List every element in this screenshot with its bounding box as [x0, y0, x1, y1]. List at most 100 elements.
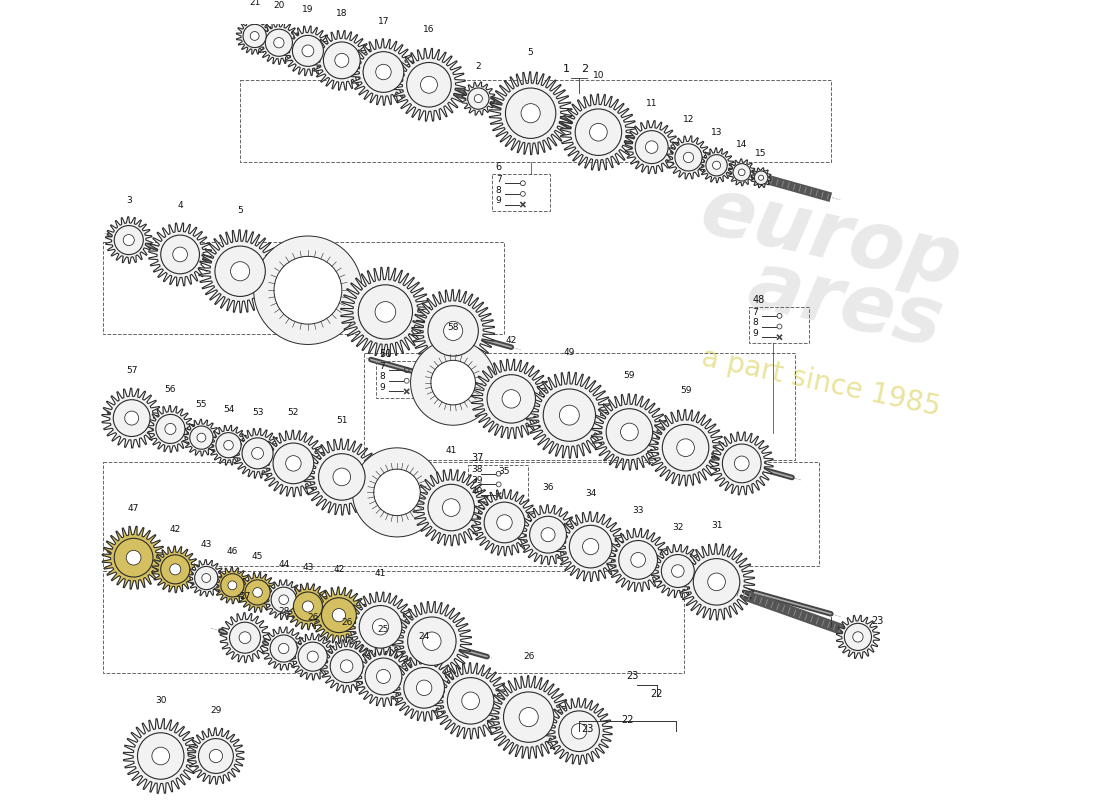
Circle shape — [273, 443, 314, 484]
Circle shape — [243, 24, 266, 47]
Polygon shape — [285, 583, 331, 630]
Circle shape — [209, 750, 222, 762]
Polygon shape — [147, 406, 194, 452]
Polygon shape — [432, 662, 508, 739]
Circle shape — [152, 747, 169, 765]
Polygon shape — [751, 168, 771, 188]
Circle shape — [197, 433, 206, 442]
Text: 11: 11 — [646, 99, 658, 108]
Circle shape — [114, 226, 143, 254]
Polygon shape — [183, 419, 220, 456]
Text: 33: 33 — [632, 506, 644, 515]
Circle shape — [417, 680, 432, 695]
Circle shape — [254, 236, 362, 345]
Polygon shape — [526, 372, 613, 458]
Text: 8: 8 — [752, 318, 758, 327]
Text: 32: 32 — [672, 523, 683, 532]
Circle shape — [323, 42, 360, 78]
Circle shape — [360, 606, 401, 648]
Circle shape — [497, 514, 513, 530]
Circle shape — [333, 468, 351, 486]
Text: 23: 23 — [871, 616, 884, 626]
Polygon shape — [546, 698, 613, 765]
Circle shape — [252, 447, 263, 459]
Circle shape — [845, 623, 871, 650]
Circle shape — [410, 340, 496, 426]
Text: 26: 26 — [341, 618, 352, 627]
Text: 22: 22 — [621, 715, 634, 725]
Circle shape — [201, 574, 211, 582]
Text: 50: 50 — [379, 349, 392, 359]
Circle shape — [462, 692, 480, 710]
Polygon shape — [220, 613, 270, 662]
Circle shape — [420, 76, 438, 94]
Circle shape — [374, 469, 420, 516]
Circle shape — [319, 454, 365, 500]
Text: 30: 30 — [155, 696, 166, 705]
Circle shape — [543, 389, 595, 442]
Text: 26: 26 — [307, 613, 318, 622]
Polygon shape — [560, 94, 637, 170]
Circle shape — [706, 154, 727, 176]
Circle shape — [422, 632, 441, 650]
Text: 27: 27 — [240, 592, 251, 601]
Polygon shape — [679, 544, 755, 620]
Polygon shape — [310, 587, 367, 643]
Bar — [102, 571, 683, 673]
Circle shape — [755, 171, 768, 185]
Polygon shape — [152, 546, 198, 593]
Circle shape — [404, 667, 444, 708]
Text: 2: 2 — [475, 62, 481, 71]
Text: 18: 18 — [337, 9, 348, 18]
Text: 34: 34 — [585, 489, 596, 498]
Circle shape — [365, 658, 402, 695]
Polygon shape — [148, 223, 211, 286]
Text: 8: 8 — [496, 186, 502, 194]
Circle shape — [278, 643, 289, 654]
Circle shape — [228, 581, 236, 590]
Circle shape — [173, 247, 187, 262]
Text: europ: europ — [693, 171, 968, 302]
Circle shape — [307, 651, 318, 662]
Bar — [376, 361, 436, 398]
Polygon shape — [711, 432, 773, 495]
Polygon shape — [651, 545, 704, 598]
Circle shape — [661, 554, 694, 587]
Polygon shape — [393, 48, 465, 121]
Circle shape — [274, 256, 342, 324]
Circle shape — [123, 234, 134, 246]
Circle shape — [195, 566, 218, 590]
Text: 54: 54 — [223, 406, 234, 414]
Polygon shape — [188, 560, 224, 597]
Polygon shape — [472, 490, 538, 556]
Circle shape — [286, 456, 301, 471]
Text: 46: 46 — [227, 547, 238, 556]
Circle shape — [570, 526, 612, 568]
Text: 59: 59 — [680, 386, 691, 395]
Circle shape — [583, 538, 598, 554]
Circle shape — [231, 262, 250, 281]
Text: 21: 21 — [249, 0, 261, 7]
Text: 36: 36 — [542, 483, 553, 492]
Text: a part since 1985: a part since 1985 — [700, 343, 943, 422]
Circle shape — [530, 516, 566, 553]
Text: 7: 7 — [496, 175, 502, 184]
Polygon shape — [592, 394, 668, 470]
Circle shape — [723, 444, 761, 482]
Circle shape — [294, 592, 322, 621]
Text: 1: 1 — [562, 63, 570, 74]
Circle shape — [156, 414, 185, 443]
Text: 23: 23 — [626, 671, 638, 682]
Text: 48: 48 — [752, 294, 764, 305]
Text: ares: ares — [741, 246, 949, 363]
Circle shape — [330, 650, 363, 682]
Text: 17: 17 — [377, 17, 389, 26]
Text: 22: 22 — [650, 689, 663, 699]
Polygon shape — [341, 267, 430, 357]
Circle shape — [161, 235, 199, 274]
Polygon shape — [102, 388, 162, 448]
Circle shape — [169, 564, 180, 575]
Circle shape — [363, 52, 404, 92]
Text: 47: 47 — [128, 504, 140, 513]
Text: 8: 8 — [379, 373, 385, 382]
